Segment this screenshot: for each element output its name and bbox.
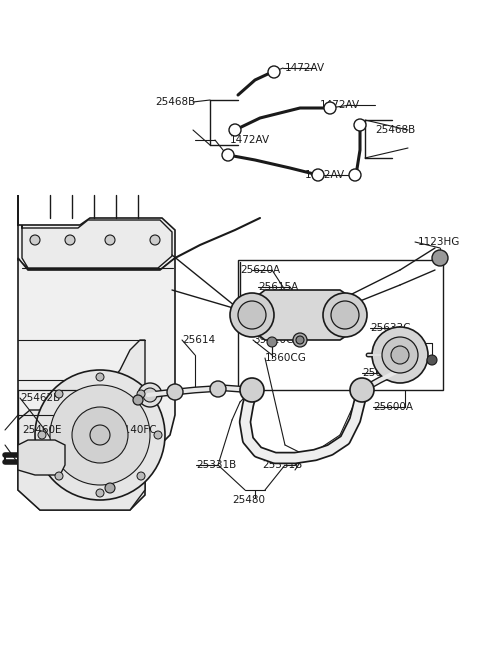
Bar <box>238 260 443 390</box>
Text: 1310SA: 1310SA <box>378 338 419 348</box>
Text: 25633C: 25633C <box>370 323 410 333</box>
Text: 1472AV: 1472AV <box>305 170 345 180</box>
Circle shape <box>350 378 374 402</box>
Bar <box>18 415 98 463</box>
Text: 1472AV: 1472AV <box>285 63 325 73</box>
Text: 1472AV: 1472AV <box>320 100 360 110</box>
Circle shape <box>229 124 241 136</box>
Circle shape <box>55 390 63 398</box>
Circle shape <box>238 301 266 329</box>
Circle shape <box>167 384 183 400</box>
Circle shape <box>382 337 418 373</box>
Circle shape <box>267 337 277 347</box>
Circle shape <box>133 395 143 405</box>
Circle shape <box>96 489 104 497</box>
Text: 1123HG: 1123HG <box>418 237 460 247</box>
Text: 25614: 25614 <box>182 335 215 345</box>
Text: 25615A: 25615A <box>258 282 298 292</box>
Circle shape <box>137 390 145 398</box>
Circle shape <box>296 336 304 344</box>
Circle shape <box>427 355 437 365</box>
Text: 25620A: 25620A <box>240 265 280 275</box>
Circle shape <box>35 370 165 500</box>
Polygon shape <box>18 258 175 510</box>
Circle shape <box>72 407 128 463</box>
Text: 39220G: 39220G <box>253 335 294 345</box>
Circle shape <box>90 425 110 445</box>
Circle shape <box>354 119 366 131</box>
Circle shape <box>65 235 75 245</box>
Text: 25480: 25480 <box>232 495 265 505</box>
Circle shape <box>324 102 336 114</box>
Text: 25462B: 25462B <box>20 393 60 403</box>
Circle shape <box>240 378 264 402</box>
Bar <box>18 390 78 455</box>
Text: 25631B: 25631B <box>362 368 402 378</box>
Circle shape <box>105 235 115 245</box>
Circle shape <box>268 66 280 78</box>
Text: 25617B: 25617B <box>238 297 278 307</box>
Text: 1360CG: 1360CG <box>265 353 307 363</box>
Circle shape <box>331 301 359 329</box>
Circle shape <box>391 346 409 364</box>
Circle shape <box>96 373 104 381</box>
Polygon shape <box>18 195 175 270</box>
Polygon shape <box>252 290 355 340</box>
Text: 25500A: 25500A <box>295 290 335 300</box>
Circle shape <box>323 293 367 337</box>
Text: 1472AV: 1472AV <box>230 135 270 145</box>
Circle shape <box>55 472 63 480</box>
Circle shape <box>210 381 226 397</box>
Circle shape <box>38 431 46 439</box>
Text: 1140FC: 1140FC <box>118 425 157 435</box>
Circle shape <box>293 333 307 347</box>
Text: 25468B: 25468B <box>155 97 195 107</box>
Circle shape <box>349 169 361 181</box>
Text: 25460E: 25460E <box>22 425 61 435</box>
Circle shape <box>150 235 160 245</box>
Circle shape <box>105 483 115 493</box>
Circle shape <box>222 149 234 161</box>
Polygon shape <box>18 340 145 510</box>
Text: 25331B: 25331B <box>196 460 236 470</box>
Circle shape <box>137 472 145 480</box>
Text: 25468B: 25468B <box>375 125 415 135</box>
Polygon shape <box>22 220 172 268</box>
Circle shape <box>432 250 448 266</box>
Text: 25331B: 25331B <box>262 460 302 470</box>
Circle shape <box>138 383 162 407</box>
Circle shape <box>143 388 157 402</box>
Polygon shape <box>18 440 65 475</box>
Circle shape <box>230 293 274 337</box>
Circle shape <box>50 385 150 485</box>
Text: 1153CB: 1153CB <box>310 307 351 317</box>
Circle shape <box>154 431 162 439</box>
Circle shape <box>372 327 428 383</box>
Text: 25600A: 25600A <box>373 402 413 412</box>
Circle shape <box>30 235 40 245</box>
Circle shape <box>312 169 324 181</box>
